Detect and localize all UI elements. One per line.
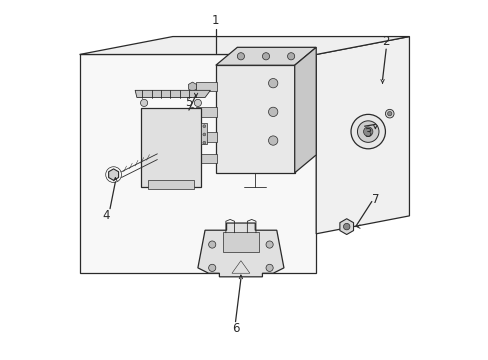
Circle shape xyxy=(265,241,273,248)
Circle shape xyxy=(385,109,393,118)
Polygon shape xyxy=(188,132,196,141)
Circle shape xyxy=(194,99,201,107)
Bar xyxy=(196,154,217,163)
Polygon shape xyxy=(188,154,196,163)
Bar xyxy=(223,232,258,252)
Bar xyxy=(140,108,201,187)
Circle shape xyxy=(268,78,277,88)
Polygon shape xyxy=(108,169,118,180)
Circle shape xyxy=(208,241,215,248)
Polygon shape xyxy=(294,47,316,173)
Circle shape xyxy=(262,53,269,60)
Bar xyxy=(196,107,217,117)
Bar xyxy=(196,82,217,91)
Polygon shape xyxy=(80,54,316,273)
Bar xyxy=(215,65,294,173)
Bar xyxy=(196,132,217,141)
Circle shape xyxy=(343,224,349,230)
Circle shape xyxy=(208,264,215,271)
Circle shape xyxy=(265,264,273,271)
Circle shape xyxy=(350,114,385,149)
Circle shape xyxy=(268,136,277,145)
Circle shape xyxy=(237,53,244,60)
Text: 6: 6 xyxy=(231,322,239,335)
Circle shape xyxy=(203,133,205,136)
Bar xyxy=(147,180,194,189)
Text: 4: 4 xyxy=(102,210,110,222)
Text: 5: 5 xyxy=(185,96,192,109)
Polygon shape xyxy=(188,107,196,117)
Polygon shape xyxy=(188,82,196,91)
Circle shape xyxy=(387,112,391,116)
Polygon shape xyxy=(198,223,284,277)
Circle shape xyxy=(203,141,205,144)
Circle shape xyxy=(363,127,372,136)
Circle shape xyxy=(268,107,277,117)
Circle shape xyxy=(287,53,294,60)
Text: 2: 2 xyxy=(382,35,389,49)
Polygon shape xyxy=(339,219,353,234)
Circle shape xyxy=(203,125,205,128)
Polygon shape xyxy=(316,37,408,234)
Circle shape xyxy=(357,121,378,142)
Polygon shape xyxy=(135,90,210,98)
Text: 3: 3 xyxy=(364,127,371,140)
Polygon shape xyxy=(80,37,408,54)
Text: 1: 1 xyxy=(212,14,219,27)
Polygon shape xyxy=(215,47,316,65)
Circle shape xyxy=(140,99,147,107)
Polygon shape xyxy=(201,123,206,144)
Text: 7: 7 xyxy=(371,193,378,206)
